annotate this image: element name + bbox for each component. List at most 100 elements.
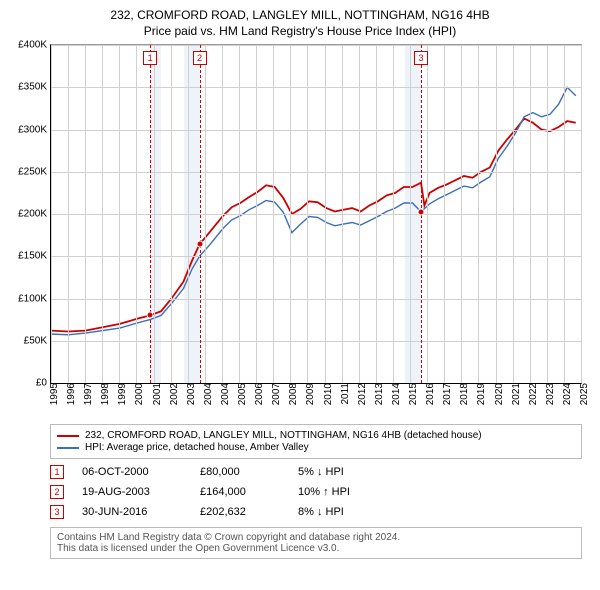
event-date: 06-OCT-2000 — [82, 466, 182, 478]
sale-dot — [147, 312, 154, 319]
x-axis-label: 2014 — [389, 383, 402, 405]
gridline-v — [136, 45, 137, 383]
gridline-v — [564, 45, 565, 383]
event-marker-line — [200, 45, 201, 383]
legend-row: HPI: Average price, detached house, Ambe… — [57, 442, 575, 453]
gridline-v — [273, 45, 274, 383]
event-row: 219-AUG-2003£164,00010% ↑ HPI — [50, 485, 582, 499]
x-axis-label: 2018 — [457, 383, 470, 405]
gridline-v — [496, 45, 497, 383]
chart-title: 232, CROMFORD ROAD, LANGLEY MILL, NOTTIN… — [8, 8, 592, 22]
gridline-v — [530, 45, 531, 383]
event-number: 2 — [50, 485, 64, 499]
footer-line: This data is licensed under the Open Gov… — [57, 543, 575, 554]
gridline-h — [51, 130, 581, 131]
y-axis-label: £200K — [18, 209, 51, 220]
x-axis-label: 2023 — [543, 383, 556, 405]
gridline-v — [444, 45, 445, 383]
event-delta: 8% ↓ HPI — [298, 506, 344, 518]
x-axis-label: 1997 — [81, 383, 94, 405]
y-axis-label: £150K — [18, 251, 51, 262]
gridline-v — [307, 45, 308, 383]
y-axis-label: £100K — [18, 293, 51, 304]
x-axis-label: 2002 — [167, 383, 180, 405]
gridline-v — [222, 45, 223, 383]
gridline-v — [102, 45, 103, 383]
x-axis-label: 2003 — [184, 383, 197, 405]
gridline-v — [85, 45, 86, 383]
x-axis-label: 2010 — [321, 383, 334, 405]
legend: 232, CROMFORD ROAD, LANGLEY MILL, NOTTIN… — [50, 424, 582, 459]
event-marker-number: 3 — [414, 51, 428, 65]
y-axis-label: £400K — [18, 40, 51, 51]
event-marker-number: 2 — [193, 51, 207, 65]
gridline-v — [188, 45, 189, 383]
x-axis-label: 1998 — [98, 383, 111, 405]
x-axis-label: 2021 — [509, 383, 522, 405]
x-axis-label: 2015 — [406, 383, 419, 405]
x-axis-label: 2012 — [355, 383, 368, 405]
gridline-v — [410, 45, 411, 383]
x-axis-label: 2001 — [150, 383, 163, 405]
event-number: 3 — [50, 505, 64, 519]
x-axis-label: 1995 — [47, 383, 60, 405]
event-price: £80,000 — [200, 466, 280, 478]
x-axis-label: 2005 — [235, 383, 248, 405]
gridline-h — [51, 172, 581, 173]
attribution-footer: Contains HM Land Registry data © Crown c… — [50, 527, 582, 559]
y-axis-label: £350K — [18, 82, 51, 93]
chart-plot-area: £0£50K£100K£150K£200K£250K£300K£350K£400… — [50, 44, 582, 384]
event-row: 106-OCT-2000£80,0005% ↓ HPI — [50, 465, 582, 479]
y-axis-label: £250K — [18, 166, 51, 177]
chart-subtitle: Price paid vs. HM Land Registry's House … — [8, 24, 592, 38]
events-table: 106-OCT-2000£80,0005% ↓ HPI219-AUG-2003£… — [50, 465, 582, 519]
gridline-v — [290, 45, 291, 383]
gridline-v — [239, 45, 240, 383]
series-line — [51, 119, 576, 332]
y-axis-label: £300K — [18, 124, 51, 135]
gridline-v — [547, 45, 548, 383]
gridline-v — [171, 45, 172, 383]
x-axis-label: 2004 — [201, 383, 214, 405]
y-axis-label: £50K — [24, 335, 51, 346]
gridline-v — [154, 45, 155, 383]
legend-label: HPI: Average price, detached house, Ambe… — [85, 442, 309, 453]
legend-label: 232, CROMFORD ROAD, LANGLEY MILL, NOTTIN… — [85, 430, 482, 441]
gridline-v — [205, 45, 206, 383]
sale-dot — [196, 241, 203, 248]
x-axis-label: 1999 — [115, 383, 128, 405]
x-axis-label: 2016 — [423, 383, 436, 405]
x-axis-label: 2024 — [560, 383, 573, 405]
gridline-v — [581, 45, 582, 383]
gridline-h — [51, 256, 581, 257]
gridline-v — [478, 45, 479, 383]
gridline-h — [51, 87, 581, 88]
legend-swatch — [57, 447, 79, 449]
legend-swatch — [57, 435, 79, 437]
gridline-v — [51, 45, 52, 383]
gridline-v — [359, 45, 360, 383]
gridline-v — [513, 45, 514, 383]
legend-row: 232, CROMFORD ROAD, LANGLEY MILL, NOTTIN… — [57, 430, 575, 441]
gridline-v — [393, 45, 394, 383]
event-delta: 5% ↓ HPI — [298, 466, 344, 478]
event-row: 330-JUN-2016£202,6328% ↓ HPI — [50, 505, 582, 519]
gridline-v — [342, 45, 343, 383]
footer-line: Contains HM Land Registry data © Crown c… — [57, 532, 575, 543]
x-axis-label: 2017 — [440, 383, 453, 405]
x-axis-label: 2000 — [132, 383, 145, 405]
event-marker-number: 1 — [143, 51, 157, 65]
gridline-v — [119, 45, 120, 383]
x-axis-label: 1996 — [64, 383, 77, 405]
x-axis-label: 2022 — [526, 383, 539, 405]
event-date: 19-AUG-2003 — [82, 486, 182, 498]
x-axis-label: 2011 — [338, 383, 351, 405]
x-axis-label: 2006 — [252, 383, 265, 405]
x-axis-label: 2025 — [577, 383, 590, 405]
x-axis-label: 2007 — [269, 383, 282, 405]
event-date: 30-JUN-2016 — [82, 506, 182, 518]
x-axis-label: 2013 — [372, 383, 385, 405]
gridline-v — [325, 45, 326, 383]
gridline-h — [51, 299, 581, 300]
gridline-v — [256, 45, 257, 383]
